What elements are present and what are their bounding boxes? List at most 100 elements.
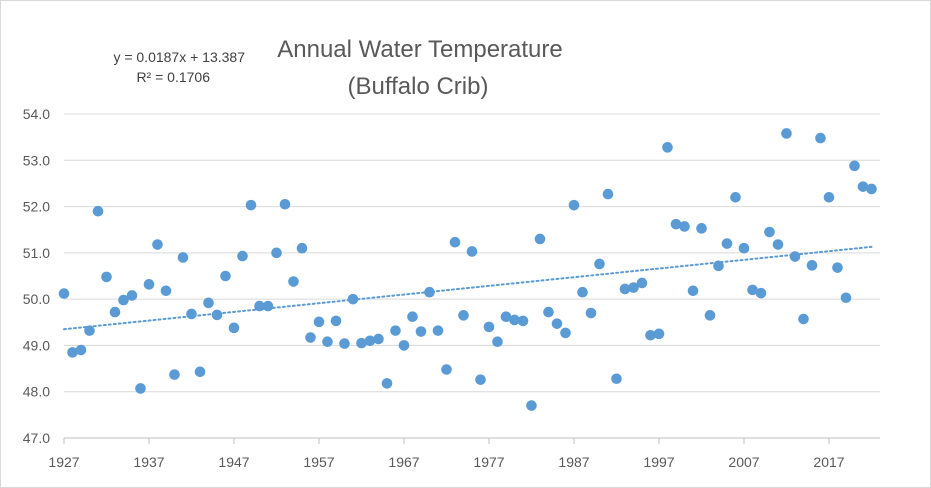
data-point xyxy=(186,308,197,320)
data-point xyxy=(339,338,350,349)
data-point xyxy=(279,198,291,210)
data-point xyxy=(483,321,495,333)
data-point xyxy=(118,294,129,306)
x-tick-label: 1947 xyxy=(218,454,249,470)
data-point xyxy=(373,333,384,345)
data-point xyxy=(211,309,223,321)
data-point xyxy=(390,325,401,336)
data-point xyxy=(135,383,146,394)
data-point xyxy=(823,192,835,203)
data-point xyxy=(330,315,342,327)
data-points xyxy=(58,128,877,411)
data-point xyxy=(687,285,699,297)
x-tick-label: 1937 xyxy=(133,454,164,470)
data-point xyxy=(347,293,359,305)
data-point xyxy=(203,297,214,309)
data-point xyxy=(611,373,622,385)
data-point xyxy=(424,286,435,298)
gridlines: 47.0 48.0 49.0 50.0 51.0 52.0 53.0 54.0 xyxy=(23,106,880,446)
data-point xyxy=(126,290,138,301)
x-tick-label: 1977 xyxy=(473,454,504,470)
data-point xyxy=(670,218,682,230)
chart-subtitle: (Buffalo Crib) xyxy=(348,73,489,100)
x-axis-ticks: 1927 1937 1947 1957 1967 1977 1987 1997 2007 2017 xyxy=(48,438,845,470)
data-point xyxy=(271,247,282,259)
data-point xyxy=(568,199,580,211)
x-tick-label: 1967 xyxy=(388,454,419,470)
data-point xyxy=(747,284,758,296)
data-point xyxy=(194,366,206,378)
data-point xyxy=(262,300,274,312)
x-tick-label: 2007 xyxy=(728,454,759,470)
data-point xyxy=(645,329,656,341)
trendline-group xyxy=(63,245,873,331)
data-point xyxy=(560,327,571,339)
data-point xyxy=(636,277,648,289)
data-point xyxy=(92,205,104,217)
y-tick-label: 54.0 xyxy=(23,106,50,122)
data-point xyxy=(58,288,70,299)
data-point xyxy=(449,236,461,248)
data-point xyxy=(475,374,486,385)
data-point xyxy=(840,292,852,304)
data-point xyxy=(704,310,716,321)
data-point xyxy=(619,283,631,295)
data-point xyxy=(305,332,316,343)
x-tick-label: 1927 xyxy=(48,454,79,470)
data-point xyxy=(101,271,112,283)
data-point xyxy=(679,221,690,232)
data-point xyxy=(322,336,333,348)
data-point xyxy=(441,364,452,375)
data-point xyxy=(781,128,792,139)
data-point xyxy=(245,199,257,211)
data-point xyxy=(220,270,231,282)
data-point xyxy=(254,300,265,312)
x-tick-label: 2017 xyxy=(813,454,844,470)
data-point xyxy=(849,160,860,172)
data-point xyxy=(228,322,240,334)
data-point xyxy=(696,223,707,234)
data-point xyxy=(364,335,376,347)
data-point xyxy=(713,260,724,272)
trendline xyxy=(63,245,873,331)
data-point xyxy=(509,314,520,326)
data-point xyxy=(160,285,172,297)
data-point xyxy=(594,258,605,270)
y-tick-label: 48.0 xyxy=(23,384,50,400)
y-tick-label: 47.0 xyxy=(23,430,50,446)
data-point xyxy=(543,306,554,318)
data-point xyxy=(662,142,673,153)
data-point xyxy=(407,311,418,323)
data-point xyxy=(356,337,367,349)
data-point xyxy=(313,316,325,328)
data-point xyxy=(517,315,529,327)
data-point xyxy=(764,226,775,238)
data-point xyxy=(772,239,784,250)
data-point xyxy=(789,251,801,262)
data-point xyxy=(500,311,512,323)
y-tick-label: 49.0 xyxy=(23,337,50,353)
data-point xyxy=(653,328,665,340)
data-point xyxy=(296,242,308,254)
data-point xyxy=(415,326,427,337)
data-point xyxy=(832,262,843,273)
data-point xyxy=(432,325,444,336)
data-point xyxy=(492,336,503,348)
data-point xyxy=(628,282,639,293)
data-point xyxy=(602,188,614,200)
x-tick-label: 1987 xyxy=(558,454,589,470)
data-point xyxy=(815,132,826,144)
data-point xyxy=(577,286,588,298)
data-point xyxy=(152,239,163,250)
data-point xyxy=(458,310,469,321)
y-tick-label: 53.0 xyxy=(23,152,50,168)
data-point xyxy=(857,181,869,192)
chart-title: Annual Water Temperature xyxy=(277,36,562,63)
data-point xyxy=(534,233,546,245)
y-tick-label: 50.0 xyxy=(23,291,50,307)
data-point xyxy=(381,378,393,389)
data-point xyxy=(84,325,95,336)
data-point xyxy=(398,340,410,351)
x-tick-label: 1997 xyxy=(643,454,674,470)
